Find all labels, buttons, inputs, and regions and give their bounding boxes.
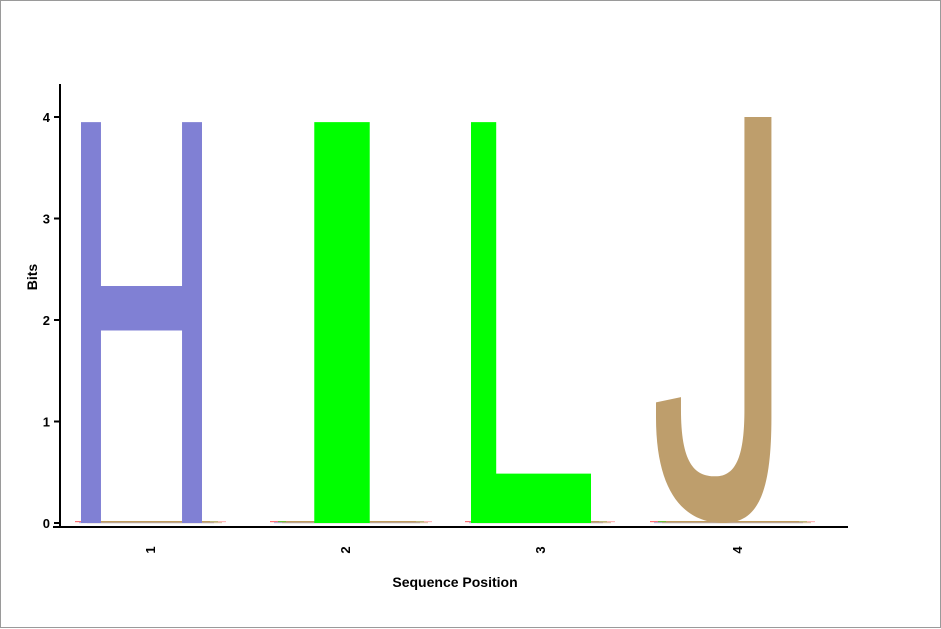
y-axis-title: Bits <box>24 264 40 291</box>
letter-H <box>81 122 202 523</box>
letter-stacks <box>75 117 815 524</box>
stack-position-1 <box>75 122 226 524</box>
minor-letter-band <box>91 521 226 523</box>
x-tick-label: 2 <box>338 546 353 553</box>
stack-position-2 <box>270 122 432 524</box>
y-tick-label: 2 <box>43 313 50 328</box>
stack-position-4 <box>650 117 815 524</box>
minor-letter-band <box>666 521 815 523</box>
y-tick-label: 3 <box>43 212 50 227</box>
y-tick-label: 4 <box>43 110 51 125</box>
x-tick-label: 1 <box>143 546 158 553</box>
y-tick-label: 1 <box>43 415 50 430</box>
letter-L <box>471 122 591 523</box>
x-axis-title: Sequence Position <box>392 574 517 590</box>
letter-J <box>656 117 772 523</box>
minor-letter-band <box>662 522 811 524</box>
y-tick-label: 0 <box>43 516 50 531</box>
x-tick-label: 3 <box>533 546 548 553</box>
letter-I <box>314 122 370 523</box>
x-ticks: 1 2 3 4 <box>143 546 745 554</box>
stack-position-3 <box>465 122 615 524</box>
x-tick-label: 4 <box>730 546 745 554</box>
minor-letter-band <box>87 522 222 524</box>
y-ticks: 0 1 2 3 4 <box>43 110 60 531</box>
axes <box>53 84 848 528</box>
